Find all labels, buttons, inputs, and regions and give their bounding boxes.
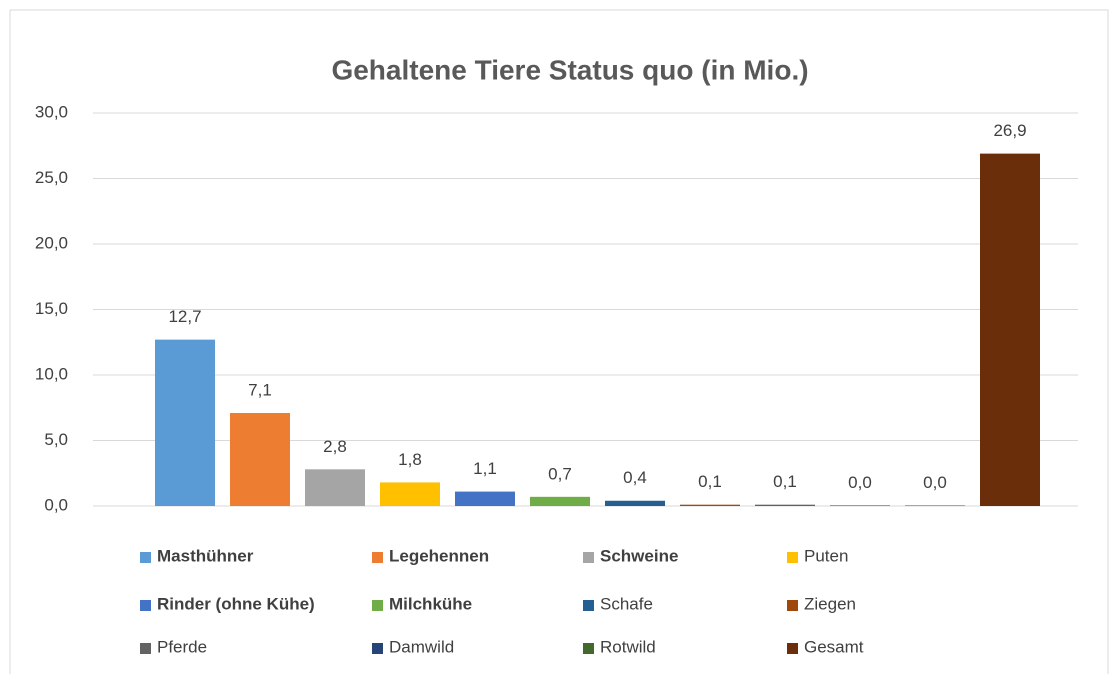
bar <box>980 153 1040 507</box>
value-label: 7,1 <box>248 380 272 399</box>
legend-swatch <box>140 600 151 611</box>
legend-label: Damwild <box>389 637 454 656</box>
chart-title: Gehaltene Tiere Status quo (in Mio.) <box>331 54 808 85</box>
bar <box>680 504 740 506</box>
value-label: 0,7 <box>548 464 572 483</box>
y-tick-label: 25,0 <box>35 168 68 187</box>
bar <box>380 482 440 506</box>
legend-label: Rotwild <box>600 637 656 656</box>
bar <box>755 504 815 506</box>
value-label: 0,1 <box>698 472 722 491</box>
value-label: 1,8 <box>398 450 422 469</box>
bar <box>530 496 590 506</box>
value-label: 0,0 <box>848 473 872 492</box>
y-tick-label: 10,0 <box>35 364 68 383</box>
legend-swatch <box>372 600 383 611</box>
legend-label: Gesamt <box>804 637 864 656</box>
y-tick-label: 30,0 <box>35 102 68 121</box>
legend-swatch <box>787 643 798 654</box>
legend-label: Puten <box>804 546 848 565</box>
bar <box>155 339 215 506</box>
value-label: 1,1 <box>473 459 497 478</box>
legend-label: Masthühner <box>157 546 254 565</box>
legend-label: Ziegen <box>804 594 856 613</box>
legend-swatch <box>372 552 383 563</box>
value-label: 0,1 <box>773 472 797 491</box>
legend-swatch <box>787 600 798 611</box>
legend-swatch <box>583 552 594 563</box>
bar <box>230 412 290 506</box>
bar <box>605 500 665 506</box>
legend-label: Pferde <box>157 637 207 656</box>
value-label: 0,0 <box>923 473 947 492</box>
bar <box>905 505 965 506</box>
legend-swatch <box>372 643 383 654</box>
legend-swatch <box>787 552 798 563</box>
bar <box>455 491 515 506</box>
legend-swatch <box>583 600 594 611</box>
y-tick-label: 20,0 <box>35 233 68 252</box>
y-tick-label: 15,0 <box>35 299 68 318</box>
bar <box>305 469 365 506</box>
legend-swatch <box>140 552 151 563</box>
legend-swatch <box>583 643 594 654</box>
y-tick-label: 0,0 <box>44 495 68 514</box>
legend-swatch <box>140 643 151 654</box>
value-label: 12,7 <box>168 307 201 326</box>
legend-label: Schweine <box>600 546 678 565</box>
legend-label: Legehennen <box>389 546 489 565</box>
legend-label: Milchkühe <box>389 594 472 613</box>
value-label: 0,4 <box>623 468 647 487</box>
value-label: 26,9 <box>993 121 1026 140</box>
legend-label: Rinder (ohne Kühe) <box>157 594 315 613</box>
y-tick-label: 5,0 <box>44 430 68 449</box>
legend-label: Schafe <box>600 594 653 613</box>
value-label: 2,8 <box>323 437 347 456</box>
bar <box>830 505 890 506</box>
